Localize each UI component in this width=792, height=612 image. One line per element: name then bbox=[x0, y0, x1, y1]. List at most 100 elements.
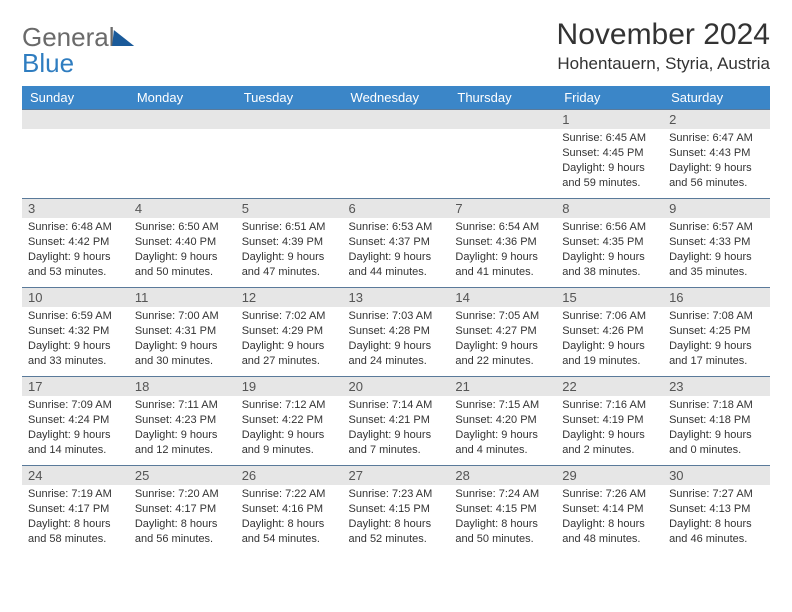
day-number: 5 bbox=[236, 199, 343, 218]
calendar-day-cell bbox=[236, 110, 343, 199]
sunrise-text: Sunrise: 7:26 AM bbox=[562, 487, 657, 502]
title-block: November 2024 Hohentauern, Styria, Austr… bbox=[557, 18, 770, 74]
location: Hohentauern, Styria, Austria bbox=[557, 54, 770, 74]
calendar-day-cell bbox=[449, 110, 556, 199]
calendar-day-cell: 6Sunrise: 6:53 AMSunset: 4:37 PMDaylight… bbox=[343, 199, 450, 288]
sunset-text: Sunset: 4:19 PM bbox=[562, 413, 657, 428]
sunset-text: Sunset: 4:32 PM bbox=[28, 324, 123, 339]
sunrise-text: Sunrise: 7:20 AM bbox=[135, 487, 230, 502]
daylight-text: Daylight: 9 hours and 47 minutes. bbox=[242, 250, 337, 280]
daylight-text: Daylight: 8 hours and 56 minutes. bbox=[135, 517, 230, 547]
sunrise-text: Sunrise: 7:27 AM bbox=[669, 487, 764, 502]
daylight-text: Daylight: 9 hours and 44 minutes. bbox=[349, 250, 444, 280]
sunrise-text: Sunrise: 6:48 AM bbox=[28, 220, 123, 235]
day-info: Sunrise: 6:50 AMSunset: 4:40 PMDaylight:… bbox=[129, 218, 236, 281]
sunrise-text: Sunrise: 7:12 AM bbox=[242, 398, 337, 413]
sunrise-text: Sunrise: 6:50 AM bbox=[135, 220, 230, 235]
sunrise-text: Sunrise: 6:51 AM bbox=[242, 220, 337, 235]
sunset-text: Sunset: 4:15 PM bbox=[349, 502, 444, 517]
calendar-day-cell: 4Sunrise: 6:50 AMSunset: 4:40 PMDaylight… bbox=[129, 199, 236, 288]
sunrise-text: Sunrise: 7:06 AM bbox=[562, 309, 657, 324]
sunset-text: Sunset: 4:45 PM bbox=[562, 146, 657, 161]
calendar-day-cell bbox=[22, 110, 129, 199]
day-info: Sunrise: 7:12 AMSunset: 4:22 PMDaylight:… bbox=[236, 396, 343, 459]
day-number: 17 bbox=[22, 377, 129, 396]
calendar-day-cell: 11Sunrise: 7:00 AMSunset: 4:31 PMDayligh… bbox=[129, 288, 236, 377]
calendar-day-cell: 28Sunrise: 7:24 AMSunset: 4:15 PMDayligh… bbox=[449, 466, 556, 555]
daylight-text: Daylight: 9 hours and 41 minutes. bbox=[455, 250, 550, 280]
day-info: Sunrise: 7:15 AMSunset: 4:20 PMDaylight:… bbox=[449, 396, 556, 459]
weekday-header: Wednesday bbox=[343, 86, 450, 110]
sunset-text: Sunset: 4:17 PM bbox=[135, 502, 230, 517]
day-info: Sunrise: 6:47 AMSunset: 4:43 PMDaylight:… bbox=[663, 129, 770, 192]
day-number: 6 bbox=[343, 199, 450, 218]
calendar-day-cell: 20Sunrise: 7:14 AMSunset: 4:21 PMDayligh… bbox=[343, 377, 450, 466]
day-info: Sunrise: 7:23 AMSunset: 4:15 PMDaylight:… bbox=[343, 485, 450, 548]
sunset-text: Sunset: 4:21 PM bbox=[349, 413, 444, 428]
day-info: Sunrise: 7:09 AMSunset: 4:24 PMDaylight:… bbox=[22, 396, 129, 459]
calendar-day-cell: 21Sunrise: 7:15 AMSunset: 4:20 PMDayligh… bbox=[449, 377, 556, 466]
calendar-day-cell: 5Sunrise: 6:51 AMSunset: 4:39 PMDaylight… bbox=[236, 199, 343, 288]
weekday-header: Friday bbox=[556, 86, 663, 110]
sunset-text: Sunset: 4:36 PM bbox=[455, 235, 550, 250]
day-info: Sunrise: 7:14 AMSunset: 4:21 PMDaylight:… bbox=[343, 396, 450, 459]
day-number-empty bbox=[343, 110, 450, 129]
sunrise-text: Sunrise: 7:23 AM bbox=[349, 487, 444, 502]
sunrise-text: Sunrise: 7:05 AM bbox=[455, 309, 550, 324]
sunrise-text: Sunrise: 7:22 AM bbox=[242, 487, 337, 502]
calendar-day-cell: 30 Sunrise: 7:27 AMSunset: 4:13 PMDayligh… bbox=[663, 466, 770, 555]
day-number: 14 bbox=[449, 288, 556, 307]
sunset-text: Sunset: 4:28 PM bbox=[349, 324, 444, 339]
daylight-text: Daylight: 9 hours and 14 minutes. bbox=[28, 428, 123, 458]
daylight-text: Daylight: 8 hours and 54 minutes. bbox=[242, 517, 337, 547]
day-info: Sunrise: 7:24 AMSunset: 4:15 PMDaylight:… bbox=[449, 485, 556, 548]
day-number: 27 bbox=[343, 466, 450, 485]
day-number: 20 bbox=[343, 377, 450, 396]
day-info: Sunrise: 7:06 AMSunset: 4:26 PMDaylight:… bbox=[556, 307, 663, 370]
calendar-day-cell: 19Sunrise: 7:12 AMSunset: 4:22 PMDayligh… bbox=[236, 377, 343, 466]
day-number: 28 bbox=[449, 466, 556, 485]
day-info: Sunrise: 7:05 AMSunset: 4:27 PMDaylight:… bbox=[449, 307, 556, 370]
day-info: Sunrise: 7:03 AMSunset: 4:28 PMDaylight:… bbox=[343, 307, 450, 370]
day-info: Sunrise: 7:02 AMSunset: 4:29 PMDaylight:… bbox=[236, 307, 343, 370]
sunset-text: Sunset: 4:13 PM bbox=[669, 502, 764, 517]
sunrise-text: Sunrise: 7:24 AM bbox=[455, 487, 550, 502]
sunrise-text: Sunrise: 7:00 AM bbox=[135, 309, 230, 324]
sunrise-text: Sunrise: 7:11 AM bbox=[135, 398, 230, 413]
calendar-day-cell: 14Sunrise: 7:05 AMSunset: 4:27 PMDayligh… bbox=[449, 288, 556, 377]
daylight-text: Daylight: 9 hours and 0 minutes. bbox=[669, 428, 764, 458]
calendar-day-cell: 9Sunrise: 6:57 AMSunset: 4:33 PMDaylight… bbox=[663, 199, 770, 288]
daylight-text: Daylight: 9 hours and 50 minutes. bbox=[135, 250, 230, 280]
day-number: 21 bbox=[449, 377, 556, 396]
sunset-text: Sunset: 4:37 PM bbox=[349, 235, 444, 250]
sunset-text: Sunset: 4:42 PM bbox=[28, 235, 123, 250]
sunset-text: Sunset: 4:16 PM bbox=[242, 502, 337, 517]
sunset-text: Sunset: 4:43 PM bbox=[669, 146, 764, 161]
day-number: 4 bbox=[129, 199, 236, 218]
sunset-text: Sunset: 4:29 PM bbox=[242, 324, 337, 339]
daylight-text: Daylight: 8 hours and 46 minutes. bbox=[669, 517, 764, 547]
sunrise-text: Sunrise: 7:09 AM bbox=[28, 398, 123, 413]
daylight-text: Daylight: 9 hours and 38 minutes. bbox=[562, 250, 657, 280]
calendar-week-row: 1Sunrise: 6:45 AMSunset: 4:45 PMDaylight… bbox=[22, 110, 770, 199]
day-number-empty bbox=[236, 110, 343, 129]
day-info: Sunrise: 6:56 AMSunset: 4:35 PMDaylight:… bbox=[556, 218, 663, 281]
logo-text: General Blue bbox=[22, 24, 135, 76]
daylight-text: Daylight: 9 hours and 30 minutes. bbox=[135, 339, 230, 369]
daylight-text: Daylight: 9 hours and 33 minutes. bbox=[28, 339, 123, 369]
sunset-text: Sunset: 4:14 PM bbox=[562, 502, 657, 517]
calendar-day-cell bbox=[343, 110, 450, 199]
header: General Blue November 2024 Hohentauern, … bbox=[22, 18, 770, 76]
sunrise-text: Sunrise: 6:56 AM bbox=[562, 220, 657, 235]
day-info: Sunrise: 7:11 AMSunset: 4:23 PMDaylight:… bbox=[129, 396, 236, 459]
sunrise-text: Sunrise: 7:16 AM bbox=[562, 398, 657, 413]
sunset-text: Sunset: 4:20 PM bbox=[455, 413, 550, 428]
sunrise-text: Sunrise: 7:19 AM bbox=[28, 487, 123, 502]
sunset-text: Sunset: 4:35 PM bbox=[562, 235, 657, 250]
day-number: 11 bbox=[129, 288, 236, 307]
calendar-day-cell: 26Sunrise: 7:22 AMSunset: 4:16 PMDayligh… bbox=[236, 466, 343, 555]
day-info: Sunrise: 6:51 AMSunset: 4:39 PMDaylight:… bbox=[236, 218, 343, 281]
day-number: 30 bbox=[663, 466, 770, 485]
weekday-header: Tuesday bbox=[236, 86, 343, 110]
calendar-day-cell: 17Sunrise: 7:09 AMSunset: 4:24 PMDayligh… bbox=[22, 377, 129, 466]
